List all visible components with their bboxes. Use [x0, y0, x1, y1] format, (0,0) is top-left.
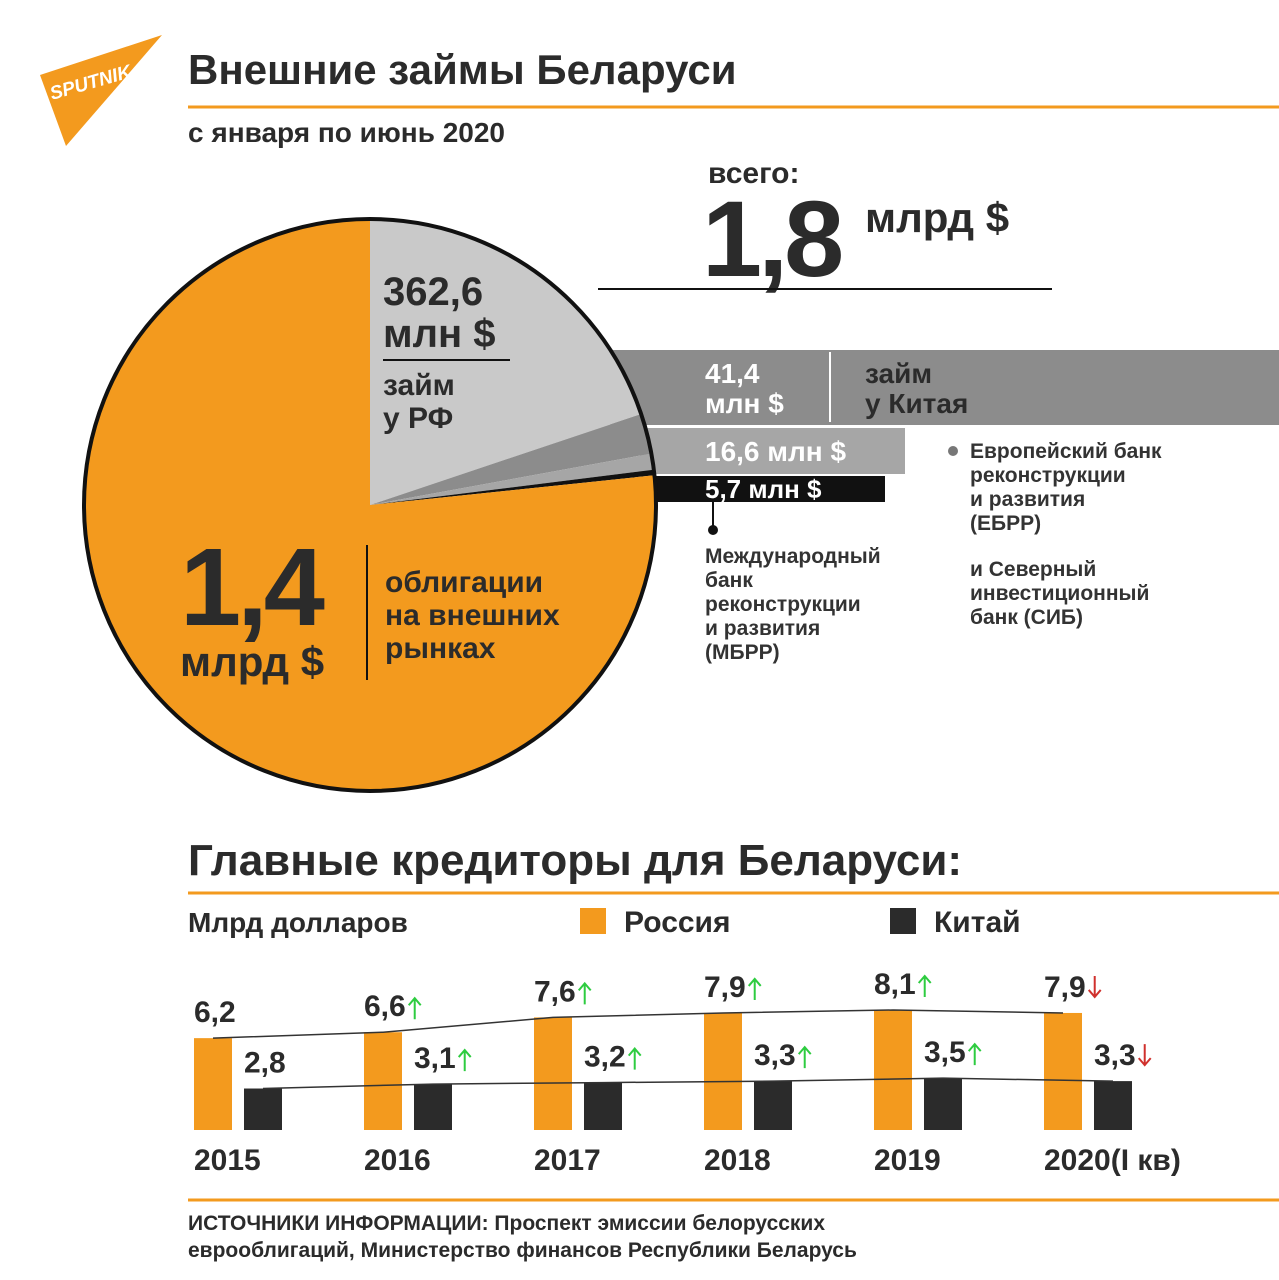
trend-arrow — [747, 977, 762, 1000]
value-label: 3,5 — [924, 1036, 966, 1069]
bar — [924, 1078, 962, 1130]
bar — [874, 1010, 912, 1130]
value-label: 3,3 — [754, 1039, 796, 1072]
value-label: 16,6 млн $ — [705, 436, 846, 467]
bar — [584, 1082, 622, 1130]
pie-outline — [82, 217, 658, 793]
bar-title: Главные кредиторы для Беларуси: — [188, 836, 962, 885]
slice-label: банк (СИБ) — [970, 606, 1083, 629]
value-label: 8,1 — [874, 968, 916, 1001]
slice-label: (МБРР) — [705, 641, 780, 664]
trend-arrow — [577, 981, 592, 1005]
value-label: 362,6 — [383, 270, 483, 314]
trend-line — [212, 1009, 1064, 1039]
x-tick-label: 2018 — [704, 1144, 771, 1177]
slice-label: облигации — [385, 566, 543, 599]
x-tick-label: 2017 — [534, 1144, 601, 1177]
value-label: 7,9 — [1044, 971, 1086, 1004]
value-label: 2,8 — [244, 1047, 286, 1080]
slice-label: инвестиционный — [970, 582, 1149, 605]
slice-label: на внешних — [385, 599, 560, 632]
legend-label: Россия — [624, 906, 731, 939]
total-unit: млрд $ — [865, 194, 1009, 241]
source: ИСТОЧНИКИ ИНФОРМАЦИИ: Проспект эмиссии б… — [188, 1212, 825, 1235]
slice-label: и Северный — [970, 558, 1096, 581]
slice-label: реконструкции — [705, 593, 861, 616]
x-tick-label: 2019 — [874, 1144, 941, 1177]
pie-slice — [370, 414, 652, 505]
slice-label: (ЕБРР) — [970, 512, 1041, 535]
bar — [754, 1081, 792, 1130]
value-label: 1,4 — [180, 526, 325, 649]
x-tick-label: 2015 — [194, 1144, 261, 1177]
value-label: 3,2 — [584, 1041, 626, 1074]
total: 1,8 — [702, 178, 841, 299]
legend-label: Китай — [934, 906, 1021, 939]
slice-label: реконструкции — [970, 464, 1126, 487]
callout-dot — [948, 446, 958, 456]
callout-dot — [708, 525, 718, 535]
slice-label: Европейский банк — [970, 440, 1162, 463]
bar — [534, 1017, 572, 1130]
source: еврооблигаций, Министерство финансов Рес… — [188, 1239, 857, 1262]
slice-label: займ — [865, 358, 932, 389]
callout-band — [655, 476, 885, 502]
trend-arrow — [1137, 1044, 1152, 1067]
pie-slice — [370, 219, 642, 505]
value-label: млн $ — [705, 388, 784, 419]
value-label: 41,4 — [705, 358, 760, 389]
legend-swatch — [890, 908, 916, 934]
callout-band — [640, 428, 905, 474]
trend-arrow — [457, 1048, 472, 1072]
value-label: 7,9 — [704, 971, 746, 1004]
bar — [1094, 1081, 1132, 1130]
slice-label: Международный — [705, 545, 881, 568]
x-tick-label: 2016 — [364, 1144, 431, 1177]
slice-label: и развития — [705, 617, 820, 640]
trend-arrow — [797, 1045, 812, 1069]
trend-arrow — [1087, 975, 1102, 999]
pie-slice — [83, 219, 656, 791]
trend-line — [262, 1077, 1114, 1090]
value-label: млн $ — [383, 312, 496, 356]
trend-arrow — [407, 996, 422, 1020]
callout-band — [610, 350, 1279, 425]
bar-chart: Россия Китай 6,2 6,6 7,6 7,9 8,1 7,9 2,8 3,1 3,2 3,… — [194, 906, 1181, 1177]
value-label: 7,6 — [534, 975, 576, 1008]
trend-arrow — [917, 974, 932, 997]
bar — [1044, 1012, 1082, 1130]
value-label: 5,7 млн $ — [705, 474, 822, 504]
subtitle: с января по июнь 2020 — [188, 117, 505, 148]
x-tick-label: 2020(I кв) — [1044, 1144, 1181, 1177]
slice-label: рынках — [385, 632, 496, 665]
value-label: 6,6 — [364, 990, 406, 1023]
bar — [194, 1038, 232, 1130]
bar — [414, 1084, 452, 1130]
value-label: 3,1 — [414, 1042, 456, 1075]
legend-swatch — [580, 908, 606, 934]
pie-slice — [370, 453, 654, 505]
slice-label: у РФ — [383, 402, 453, 435]
slice-label: и развития — [970, 488, 1085, 511]
slice-label: банк — [705, 569, 753, 592]
slice-label: займ — [383, 369, 455, 402]
logo-shape — [40, 35, 162, 146]
bar — [364, 1032, 402, 1130]
y-label: Млрд долларов — [188, 907, 408, 938]
bar — [704, 1012, 742, 1130]
total-label: всего: — [708, 157, 799, 190]
pie-slice — [370, 469, 655, 505]
value-label: млрд $ — [180, 638, 324, 685]
value-label: 3,3 — [1094, 1039, 1136, 1072]
value-label: 6,2 — [194, 996, 236, 1029]
trend-arrow — [627, 1047, 642, 1070]
title: Внешние займы Беларуси — [188, 46, 737, 93]
trend-arrow — [967, 1042, 982, 1066]
slice-label: у Китая — [865, 388, 968, 419]
bar — [244, 1088, 282, 1130]
